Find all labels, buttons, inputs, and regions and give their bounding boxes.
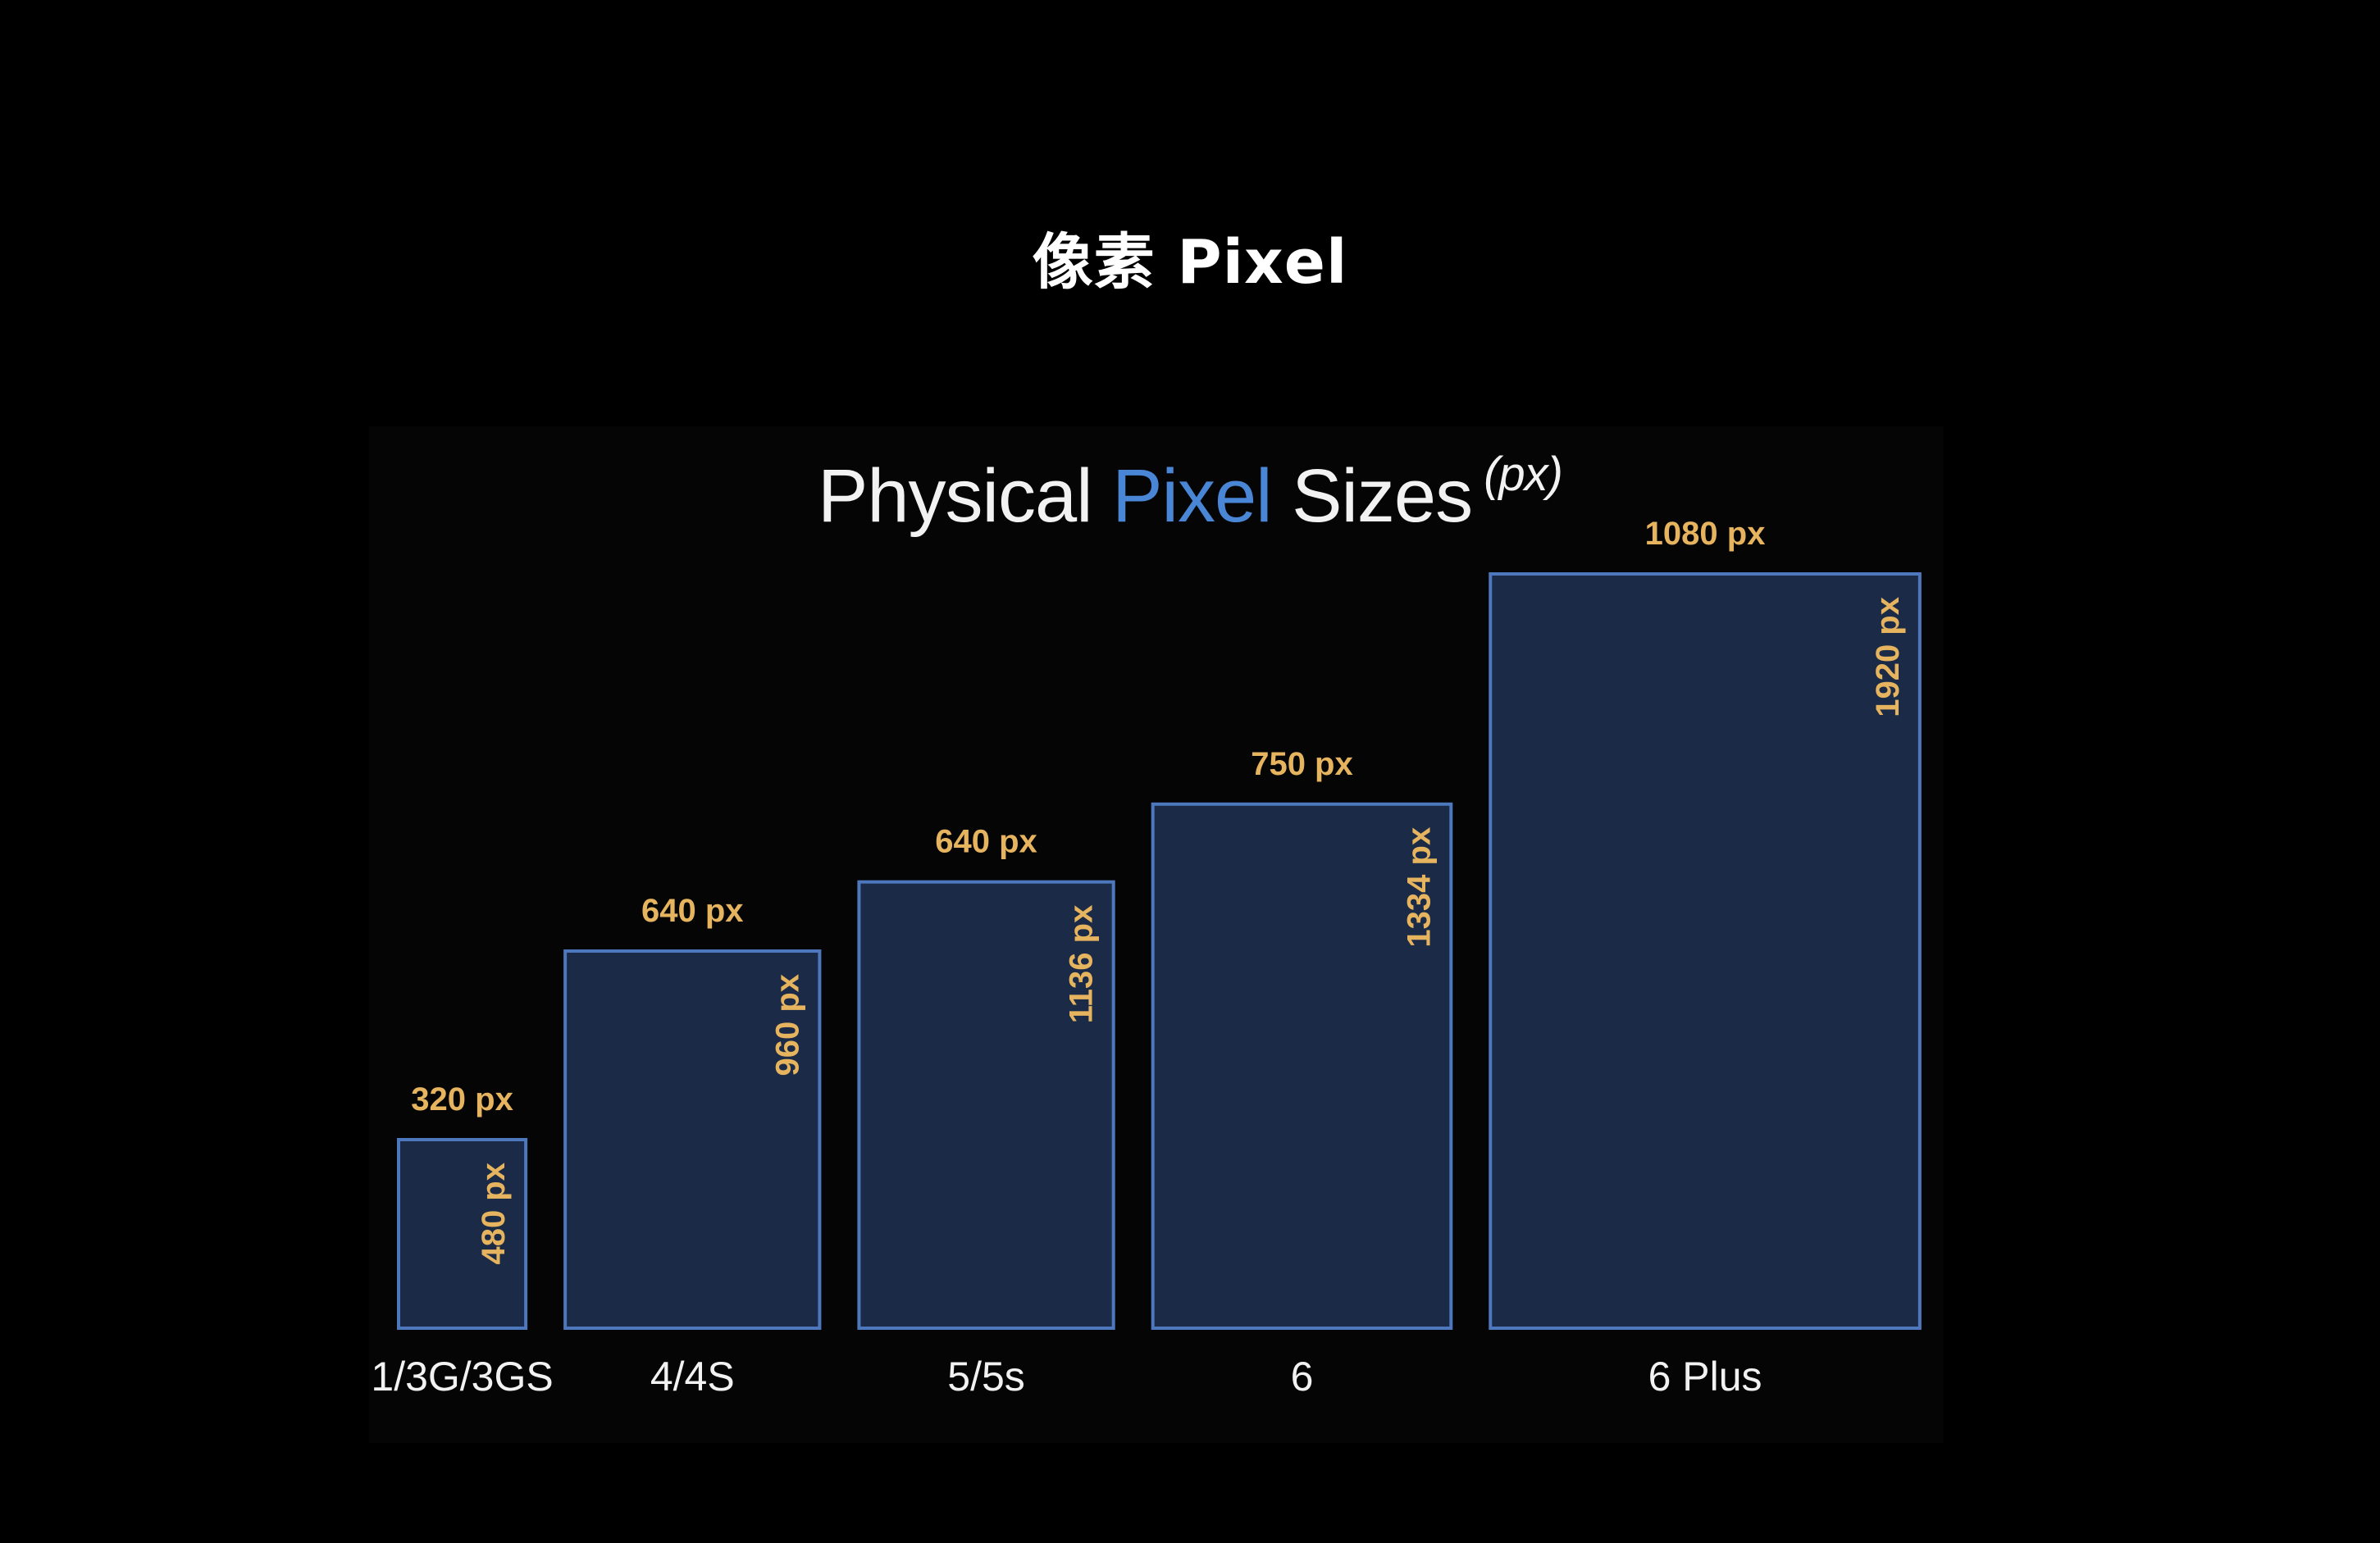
height-label-3: 1334 px	[1401, 827, 1437, 948]
chart-title-accent: Pixel	[1112, 454, 1272, 538]
chart-title-part-1: Physical	[818, 454, 1113, 538]
device-rect-2	[857, 880, 1115, 1330]
width-label-4: 1080 px	[1645, 516, 1766, 552]
chart-title-part-3: Sizes	[1271, 454, 1473, 538]
height-label-1: 960 px	[769, 974, 805, 1076]
page-title: 像素 Pixel	[1032, 227, 1348, 298]
device-label-0: 1/3G/3GS	[371, 1354, 553, 1400]
height-label-2: 1136 px	[1064, 905, 1100, 1024]
chart-title-unit: (px)	[1484, 448, 1563, 501]
device-rect-1	[563, 949, 822, 1330]
device-rect-4	[1489, 572, 1922, 1330]
chart-title: Physical Pixel Sizes (px)	[0, 447, 2380, 539]
width-label-3: 750 px	[1251, 746, 1353, 782]
device-rect-0	[397, 1138, 528, 1330]
width-label-2: 640 px	[935, 824, 1037, 860]
width-label-0: 320 px	[411, 1081, 513, 1117]
height-label-4: 1920 px	[1870, 597, 1906, 717]
device-label-3: 6	[1291, 1354, 1314, 1400]
device-rect-3	[1151, 802, 1453, 1330]
height-label-0: 480 px	[476, 1163, 512, 1265]
device-label-4: 6 Plus	[1648, 1354, 1762, 1400]
width-label-1: 640 px	[641, 893, 744, 929]
device-label-2: 5/5s	[947, 1354, 1025, 1400]
device-label-1: 4/4S	[650, 1354, 735, 1400]
